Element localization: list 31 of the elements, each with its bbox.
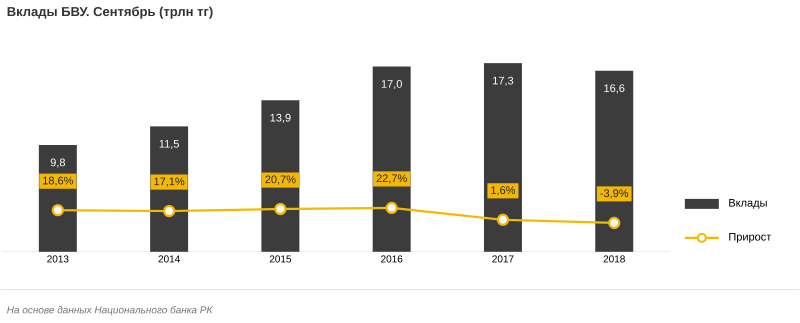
data-label: 17,0 xyxy=(382,80,402,90)
legend-label: Вклады xyxy=(729,199,767,209)
bar xyxy=(595,70,634,252)
legend-label: Прирост xyxy=(729,233,772,243)
data-label: 1,6% xyxy=(491,186,516,196)
point xyxy=(496,214,510,226)
text: На основе данных Национального банка РК xyxy=(7,306,213,316)
data-label: 13,9 xyxy=(270,114,291,123)
point xyxy=(52,204,64,216)
chart-title: Вклады БВУ. Сентябрь (трлн тг) xyxy=(8,6,213,19)
data-label: 22,7% xyxy=(376,174,407,184)
point xyxy=(163,205,176,218)
data-label: 17,3 xyxy=(493,76,514,86)
x-tick-label: 2013 xyxy=(47,255,69,263)
data-label: 18,6% xyxy=(43,176,74,186)
x-tick-label: 2015 xyxy=(270,255,292,263)
point xyxy=(274,202,286,216)
bar xyxy=(372,66,411,252)
data-label: 9,8 xyxy=(50,158,65,168)
point xyxy=(386,202,398,214)
bar xyxy=(484,63,522,252)
x-tick-label: 2017 xyxy=(492,255,514,263)
x-tick-label: 2014 xyxy=(158,255,180,263)
data-label: 16,6 xyxy=(604,84,624,94)
data-label: -3,9% xyxy=(600,189,628,199)
x-tick-label: 2016 xyxy=(381,255,402,263)
data-label: 17,1% xyxy=(154,178,184,187)
x-tick-label: 2018 xyxy=(604,255,625,263)
data-label: 11,5 xyxy=(160,140,179,150)
point xyxy=(608,216,620,230)
data-label: 20,7% xyxy=(265,176,296,185)
